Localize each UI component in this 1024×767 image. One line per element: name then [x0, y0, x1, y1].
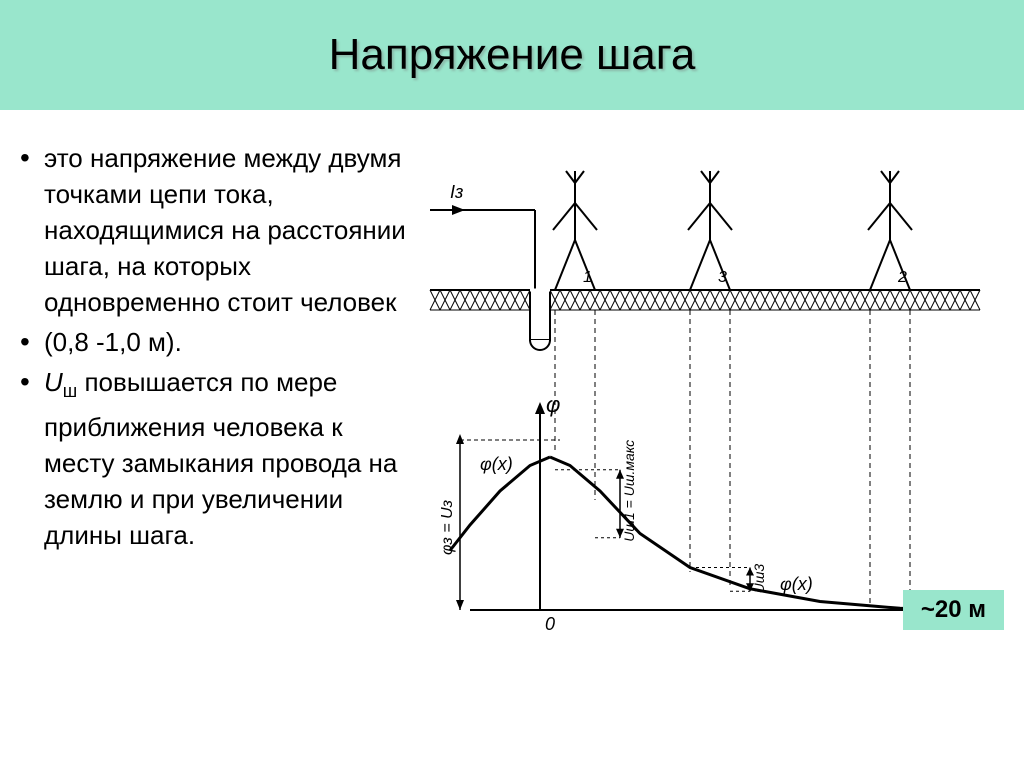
svg-text:Uш3: Uш3: [751, 564, 767, 594]
bullet-item: • Uш повышается по мере приближения чело…: [20, 364, 410, 553]
svg-text:φз = Uз: φз = Uз: [439, 500, 456, 555]
svg-text:0: 0: [545, 614, 555, 634]
svg-text:1: 1: [583, 269, 592, 286]
svg-text:Iз: Iз: [450, 182, 463, 202]
text-column: • это напряжение между двумя точками цеп…: [20, 140, 420, 660]
bullet-text: Uш повышается по мере приближения челове…: [44, 364, 410, 553]
bullet-item: • это напряжение между двумя точками цеп…: [20, 140, 410, 320]
bullet-item: • (0,8 -1,0 м).: [20, 324, 410, 360]
svg-text:φ(x): φ(x): [780, 574, 813, 594]
svg-text:2: 2: [897, 269, 907, 286]
svg-text:3: 3: [718, 269, 727, 286]
bullet-dot-icon: •: [20, 140, 44, 320]
bullet-dot-icon: •: [20, 324, 44, 360]
svg-text:Uш1 = Uш.макс: Uш1 = Uш.макс: [621, 440, 637, 542]
distance-badge: ~20 м: [903, 590, 1004, 630]
step-voltage-diagram: Iз132φx0φ(x)φ(x)φз = UзUш1 = Uш.максUш3U…: [420, 140, 1000, 660]
page-title: Напряжение шага: [329, 30, 696, 80]
diagram-column: Iз132φx0φ(x)φ(x)φз = UзUш1 = Uш.максUш3U…: [420, 140, 1004, 660]
svg-text:φ: φ: [546, 392, 560, 417]
bullet-text: это напряжение между двумя точками цепи …: [44, 140, 410, 320]
svg-text:φ(x): φ(x): [480, 454, 513, 474]
bullet-text: (0,8 -1,0 м).: [44, 324, 410, 360]
bullet-dot-icon: •: [20, 364, 44, 553]
